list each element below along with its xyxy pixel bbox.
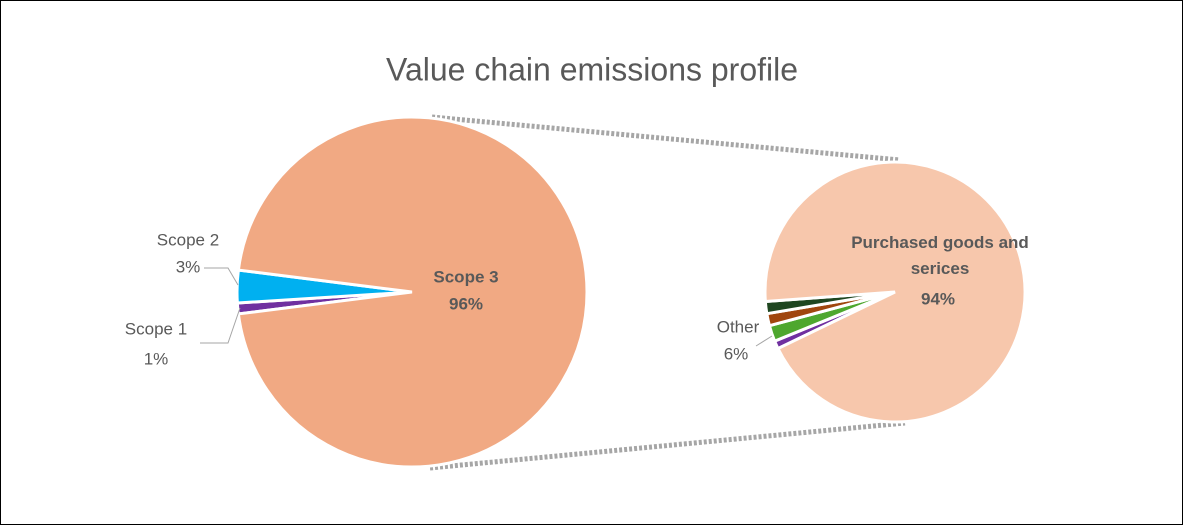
connector: [431, 114, 901, 163]
slice-value: 3%: [176, 257, 201, 276]
slice-value: 96%: [449, 294, 483, 313]
group-value: 6%: [724, 344, 749, 363]
leader-line: [200, 307, 241, 344]
chart-title: Value chain emissions profile: [386, 51, 798, 87]
leader-line: [755, 335, 773, 347]
pie-slice: [236, 115, 589, 469]
group-label: Other: [717, 317, 760, 336]
slice-label: Scope 1: [125, 319, 187, 338]
slice-value: 94%: [921, 289, 955, 308]
leader-line: [204, 267, 239, 286]
pie-slice: [763, 160, 1027, 424]
connector: [429, 420, 906, 471]
slice-value: 1%: [144, 349, 169, 368]
slice-label: Purchased goods and serices: [851, 233, 1029, 278]
slice-label: Scope 3: [433, 267, 498, 286]
slice-label: Scope 2: [157, 230, 219, 249]
